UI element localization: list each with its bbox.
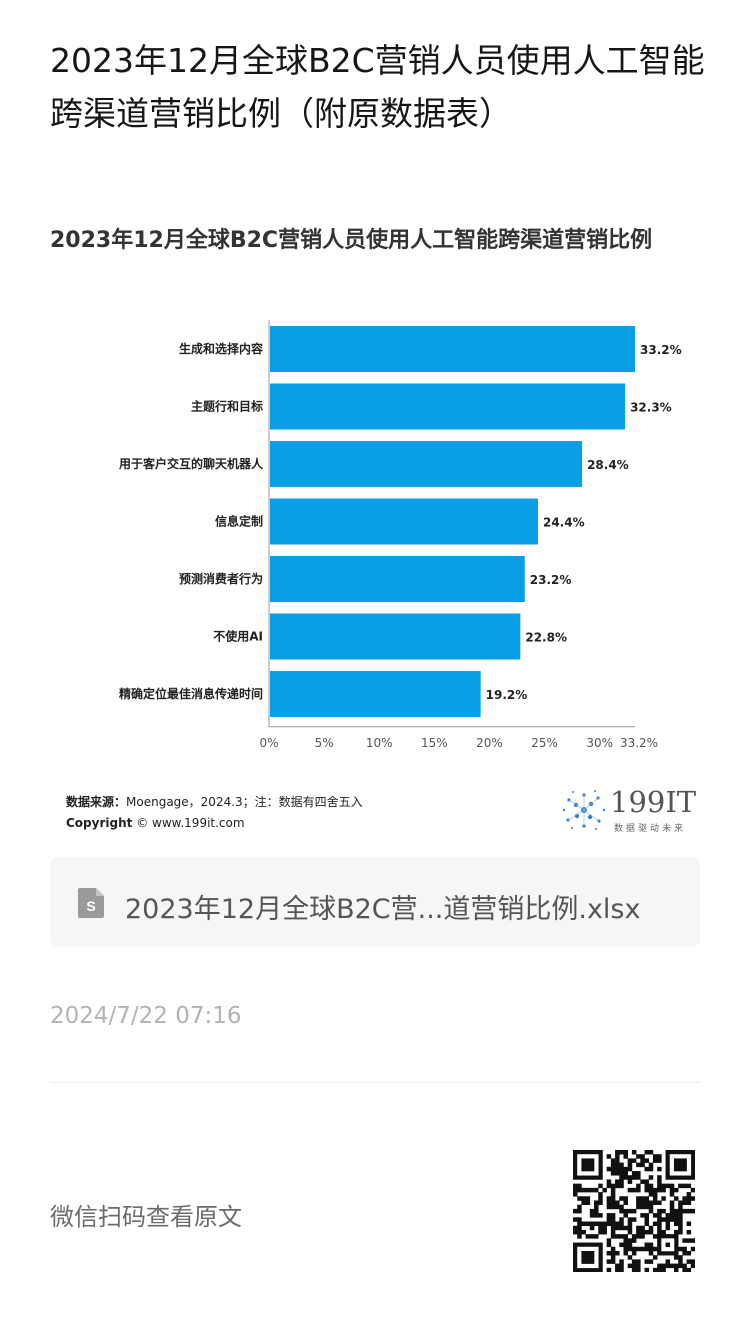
data-label: 33.2% [640, 343, 682, 357]
category-label: 不使用AI [213, 629, 263, 644]
logo-burst-icon [562, 790, 606, 830]
scan-to-view-text: 微信扫码查看原文 [50, 1203, 242, 1231]
logo-text: 199IT [610, 785, 697, 819]
data-label: 19.2% [486, 688, 528, 702]
data-label: 22.8% [525, 631, 567, 645]
copyright-text: © www.199it.com [136, 816, 245, 830]
article-title: 2023年12月全球B2C营销人员使用人工智能跨渠道营销比例（附原数据表） [50, 41, 705, 133]
category-label: 预测消费者行为 [179, 571, 263, 586]
chart-title: 2023年12月全球B2C营销人员使用人工智能跨渠道营销比例 [50, 228, 653, 253]
x-tick-label: 25% [531, 736, 558, 750]
logo-subtitle: 数据驱动未来 [614, 824, 687, 834]
source-block: 数据来源：Moengage，2024.3；注：数据有四舍五入 Copyright… [66, 792, 363, 834]
data-label: 23.2% [530, 573, 572, 587]
category-label: 用于客户交互的聊天机器人 [118, 456, 264, 471]
publish-timestamp: 2024/7/22 07:16 [50, 1003, 242, 1029]
bar [270, 498, 538, 545]
chart-figure: 2023年12月全球B2C营销人员使用人工智能跨渠道营销比例 生成和选择内容 33… [0, 200, 750, 850]
bar [270, 613, 521, 660]
divider [50, 1082, 700, 1083]
bar-chart: 生成和选择内容 33.2% 主题行和目标 32.3% 用于客户交互的聊天机器人 28.4%… [118, 320, 682, 750]
category-label: 生成和选择内容 [179, 341, 263, 356]
logo-199it: 199IT 数据驱动未来 [560, 785, 700, 835]
attachment-card[interactable]: S 2023年12月全球B2C营...道营销比例.xlsx [50, 857, 700, 947]
data-label: 32.3% [630, 401, 672, 415]
x-tick-label: 15% [421, 736, 448, 750]
x-tick-label: 5% [315, 736, 334, 750]
bar [270, 441, 583, 487]
x-tick-label: 10% [366, 736, 393, 750]
data-label: 28.4% [587, 458, 629, 472]
category-label: 信息定制 [215, 514, 263, 529]
category-label: 主题行和目标 [191, 399, 263, 414]
bar [270, 556, 525, 602]
x-tick-label: 30% [586, 736, 613, 750]
bar [270, 671, 481, 717]
copyright-label: Copyright [66, 816, 133, 830]
bar [270, 383, 626, 430]
attachment-filename[interactable]: 2023年12月全球B2C营...道营销比例.xlsx [125, 894, 641, 925]
x-tick-label: 0% [259, 736, 278, 750]
category-label: 精确定位最佳消息传递时间 [119, 686, 263, 701]
source-text: Moengage，2024.3；注：数据有四舍五入 [126, 795, 363, 809]
data-label: 24.4% [543, 516, 585, 530]
source-label: 数据来源： [66, 795, 127, 809]
qr-code-icon[interactable] [573, 1150, 695, 1272]
svg-text:S: S [86, 898, 95, 914]
spreadsheet-file-icon: S [78, 888, 104, 918]
x-tick-label: 33.2% [620, 736, 658, 750]
bar [270, 326, 635, 372]
x-tick-label: 20% [476, 736, 503, 750]
